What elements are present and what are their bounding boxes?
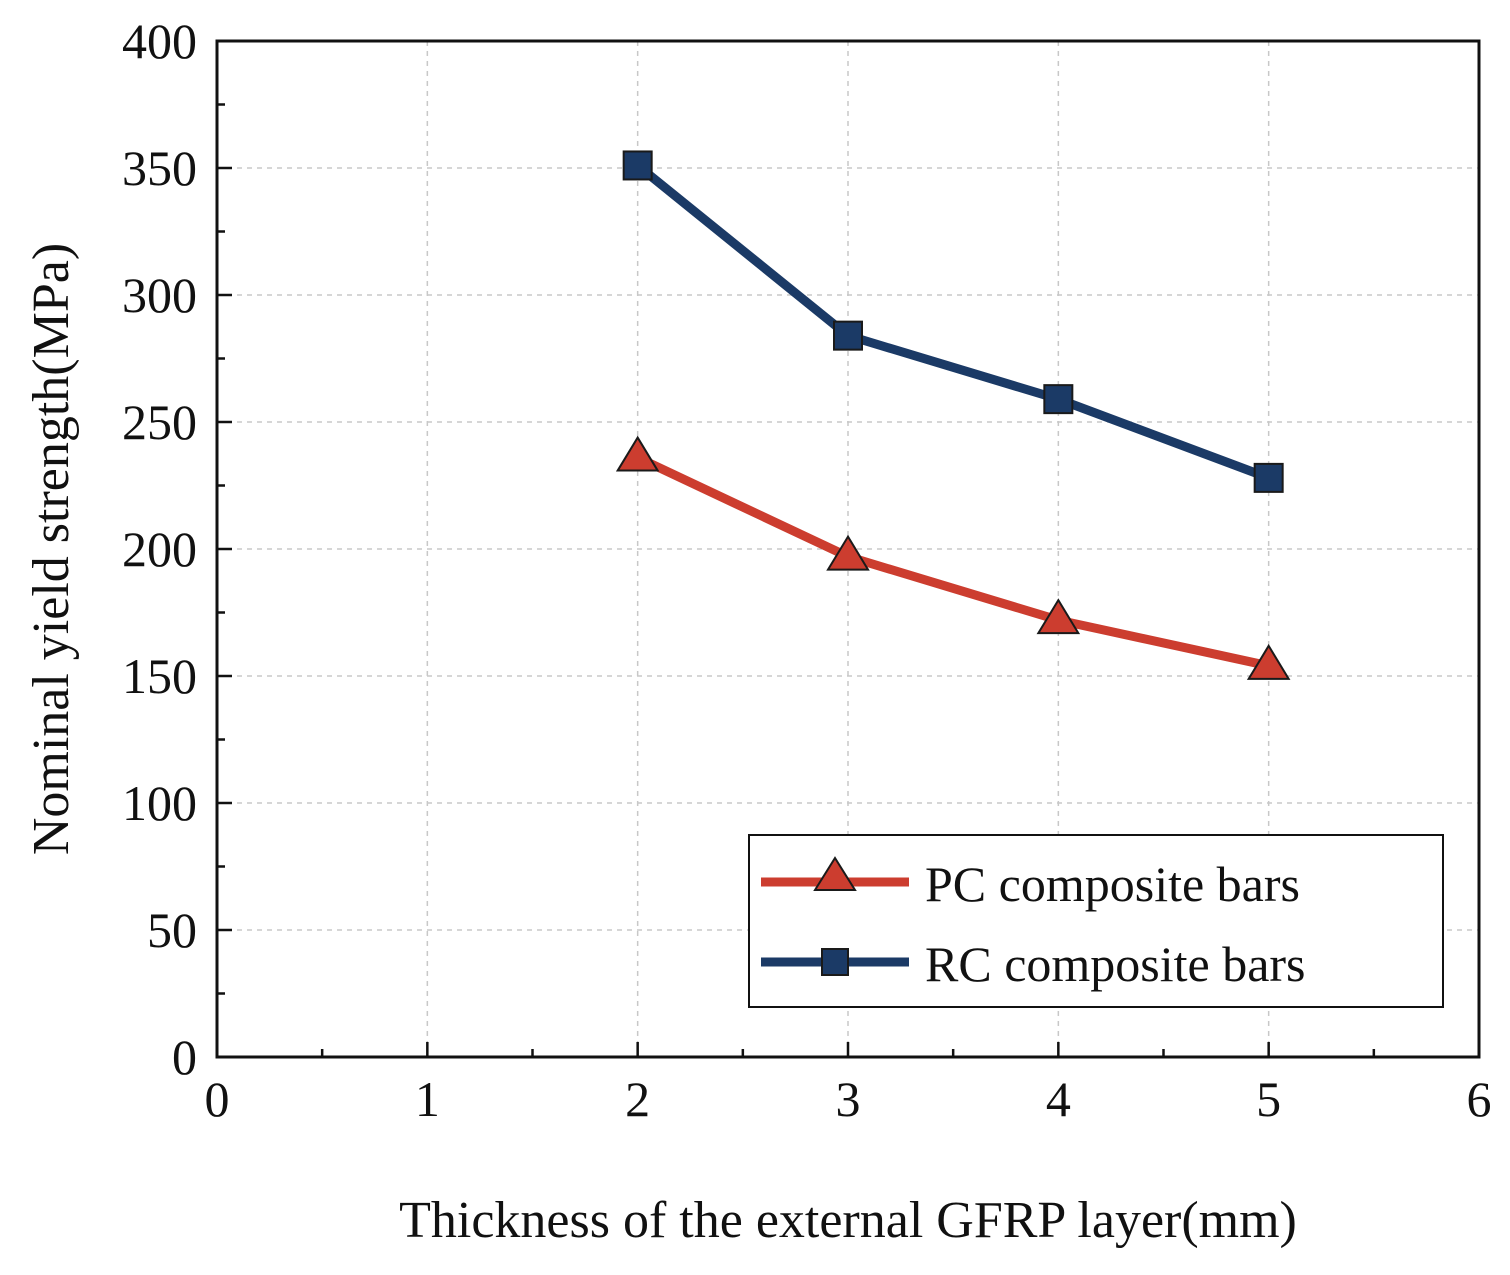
x-tick-label: 3 — [836, 1071, 861, 1127]
x-axis-title: Thickness of the external GFRP layer(mm) — [399, 1192, 1297, 1249]
data-point-rc — [1253, 462, 1284, 493]
x-tick-label: 5 — [1256, 1071, 1281, 1127]
y-tick-label: 100 — [122, 775, 197, 831]
data-point-rc — [1043, 384, 1074, 415]
legend-item-pc: PC composite bars — [761, 856, 1300, 912]
legend-item-rc: RC composite bars — [761, 936, 1306, 992]
series-line-rc — [633, 161, 1274, 483]
x-tick-label: 4 — [1046, 1071, 1071, 1127]
x-tick-label: 2 — [625, 1071, 650, 1127]
data-point-pc — [615, 435, 660, 472]
series — [615, 150, 1291, 680]
x-tick-label: 0 — [205, 1071, 230, 1127]
y-tick-label: 150 — [122, 648, 197, 704]
data-point-rc — [622, 150, 653, 181]
y-tick-label: 400 — [122, 13, 197, 69]
data-point-pc — [1246, 643, 1291, 680]
y-tick-label: 250 — [122, 394, 197, 450]
legend-triangle-marker-icon — [813, 856, 857, 891]
grid — [217, 41, 1479, 1057]
legend-box — [748, 834, 1444, 1008]
y-tick-label: 50 — [147, 902, 197, 958]
axis-ticks: 0 1 2 3 4 5 6 0 50 100 150 200 250 300 350 400 — [122, 13, 1492, 1127]
legend-square-marker-icon — [821, 948, 849, 976]
data-point-rc — [833, 320, 863, 351]
series-line-pc — [633, 453, 1274, 671]
legend-label-pc: PC composite bars — [925, 856, 1300, 912]
data-point-pc — [826, 534, 870, 571]
legend-label-rc: RC composite bars — [925, 936, 1306, 992]
y-tick-label: 200 — [122, 521, 197, 577]
y-axis-title: Nominal yield strength(MPa) — [23, 243, 80, 855]
y-tick-label: 0 — [172, 1029, 197, 1085]
y-tick-label: 300 — [122, 267, 197, 323]
data-point-pc — [1036, 598, 1081, 635]
legend: PC composite bars RC composite bars — [748, 834, 1444, 1008]
x-tick-label: 6 — [1467, 1071, 1492, 1127]
x-tick-label: 1 — [415, 1071, 440, 1127]
y-tick-label: 350 — [122, 140, 197, 196]
